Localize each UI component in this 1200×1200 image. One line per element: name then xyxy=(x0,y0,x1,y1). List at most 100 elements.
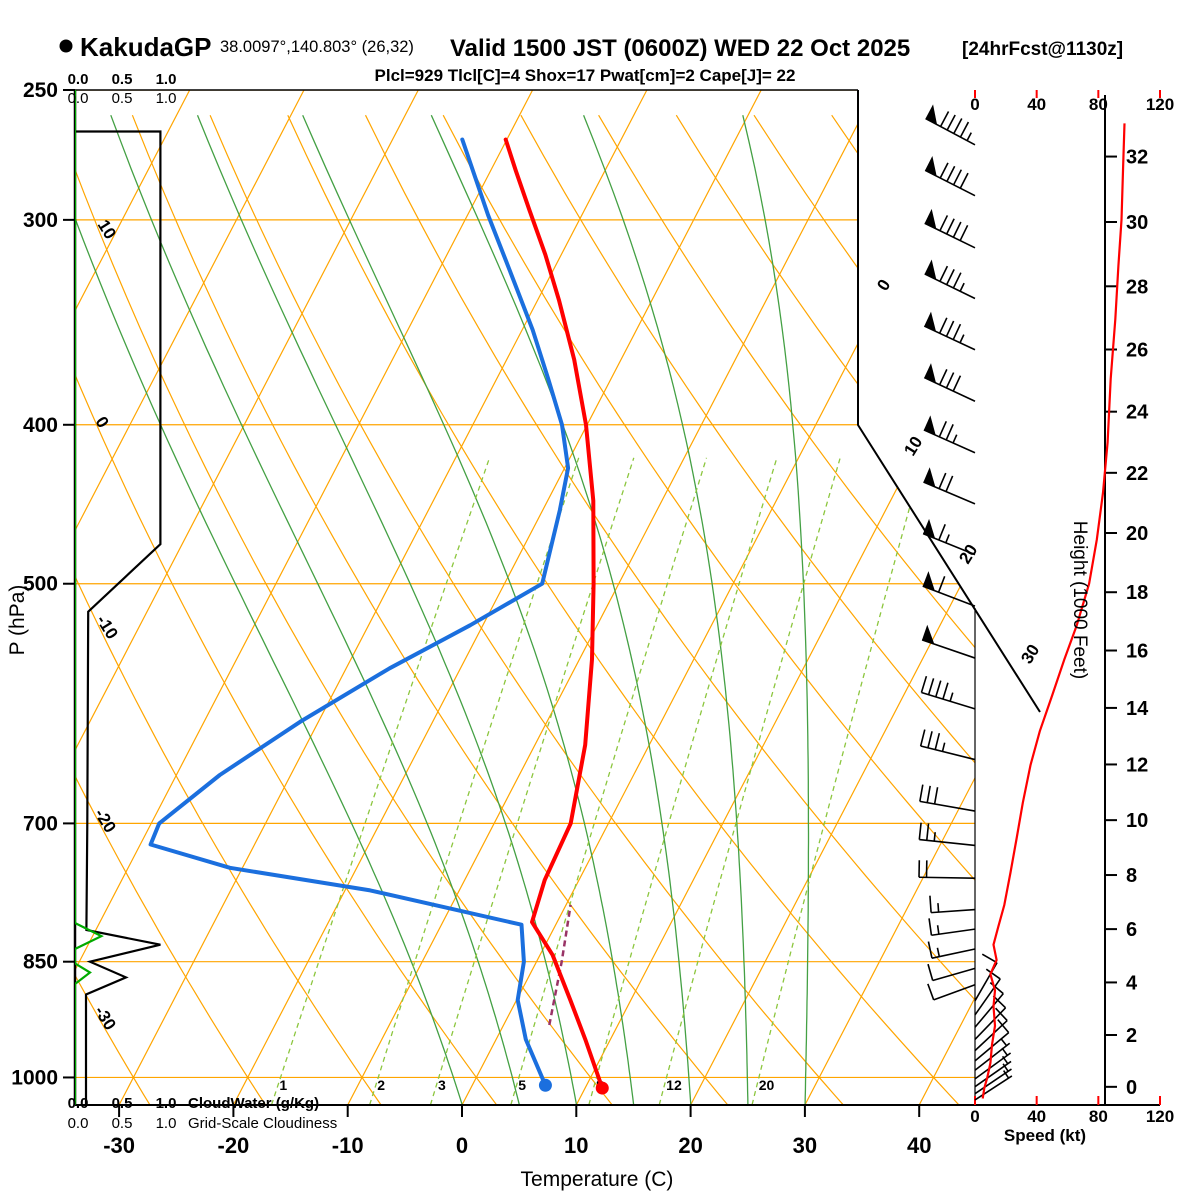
cloudiness-scale-label: 0.5 xyxy=(112,1115,133,1132)
pressure-tick-label: 300 xyxy=(23,209,58,232)
temperature-tick-label: 20 xyxy=(678,1133,702,1158)
isotherm-label: 20 xyxy=(955,541,981,567)
dewpoint-curve xyxy=(148,137,571,1088)
cloudwater-scale-label: 0.5 xyxy=(112,1095,133,1112)
moist-adiabat-line xyxy=(110,114,520,1105)
height-tick-label: 22 xyxy=(1126,463,1148,485)
height-tick-label: 20 xyxy=(1126,523,1148,545)
mixing-ratio-line xyxy=(751,457,925,1105)
dry-adiabat-line xyxy=(75,115,266,1105)
cloudwater-scale-label: 0.0 xyxy=(68,71,89,88)
pressure-tick-label: 700 xyxy=(23,812,58,835)
dry-adiabat-line xyxy=(598,114,975,1105)
dry-adiabat-label: -10 xyxy=(93,612,122,643)
moist-adiabat-line xyxy=(75,114,463,1105)
dry-adiabat-label: 0 xyxy=(91,413,112,431)
temperature-tick-label: 10 xyxy=(564,1133,588,1158)
speed-tick-label-top: 40 xyxy=(1027,95,1046,114)
stability-indices: Plcl=929 Tlcl[C]=4 Shox=17 Pwat[cm]=2 Ca… xyxy=(375,66,796,85)
cloudiness-scale-label: 1.0 xyxy=(156,1115,177,1132)
moist-adiabat-line xyxy=(582,114,749,1105)
valid-time: Valid 1500 JST (0600Z) WED 22 Oct 2025 xyxy=(450,35,910,62)
isotherm-label: 10 xyxy=(900,433,926,459)
isotherm-line xyxy=(690,90,975,1105)
height-tick-label: 4 xyxy=(1126,972,1138,994)
dry-adiabat-line xyxy=(442,114,975,1105)
mixing-ratio-label: 12 xyxy=(666,1077,682,1093)
speed-tick-label-bottom: 0 xyxy=(970,1107,979,1126)
speed-tick-label-top: 0 xyxy=(970,95,979,114)
isotherm-line xyxy=(575,90,975,1105)
chart-body: 100-10-20-300102030123581220250300400500… xyxy=(11,71,1174,1158)
temperature-tick-label: 40 xyxy=(907,1133,931,1158)
mixing-ratio-line xyxy=(369,457,580,1105)
plot-border xyxy=(73,89,1160,1106)
isotherm-line xyxy=(804,90,975,1105)
forecast-tag: [24hrFcst@1130z] xyxy=(962,39,1123,60)
dry-adiabat-line xyxy=(831,114,975,1105)
isotherm-line xyxy=(75,90,534,1105)
height-tick-label: 14 xyxy=(1126,698,1149,720)
dry-adiabat-label: -20 xyxy=(91,805,120,836)
mixing-ratio-line xyxy=(588,457,778,1105)
cloud-water-curve xyxy=(75,90,104,1105)
wind-barbs xyxy=(918,104,1013,1101)
speed-tick-label-bottom: 40 xyxy=(1027,1107,1046,1126)
cloudwater-scale-label: 1.0 xyxy=(156,71,177,88)
isotherm-line xyxy=(75,90,419,1105)
dry-adiabat-line xyxy=(520,114,975,1105)
height-tick-label: 18 xyxy=(1126,582,1148,604)
dry-adiabat-line xyxy=(287,114,960,1105)
station-name: KakudaGP xyxy=(80,32,212,62)
dry-adiabat-line xyxy=(131,114,729,1105)
axis-titles: Temperature (C) P (hPa) Height (1000 Fee… xyxy=(6,521,1090,1191)
mixing-ratio-label: 1 xyxy=(279,1077,287,1093)
cloudiness-scale-label: 1.0 xyxy=(156,90,177,107)
height-tick-label: 6 xyxy=(1126,919,1137,941)
mixing-ratio-label: 5 xyxy=(518,1077,526,1093)
height-axis-title: Height (1000 Feet) xyxy=(1069,521,1090,679)
height-tick-label: 10 xyxy=(1126,810,1148,832)
dry-adiabat-line xyxy=(75,114,613,1105)
dry-adiabat-line xyxy=(364,114,975,1105)
surface-temperature-dot xyxy=(595,1081,609,1095)
dry-adiabat-line xyxy=(75,115,497,1105)
wind-speed-profile xyxy=(981,123,1126,1099)
cloudwater-scale-label: 0.0 xyxy=(68,1095,89,1112)
moist-adiabat-line xyxy=(302,114,635,1105)
height-tick-label: 30 xyxy=(1126,212,1148,234)
temperature-tick-label: 30 xyxy=(793,1133,817,1158)
isotherm-line xyxy=(918,90,975,1105)
height-tick-label: 32 xyxy=(1126,147,1148,169)
height-tick-label: 0 xyxy=(1126,1077,1137,1099)
speed-tick-label-bottom: 80 xyxy=(1089,1107,1108,1126)
temperature-axis-title: Temperature (C) xyxy=(521,1168,674,1191)
surface-dewpoint-dot xyxy=(538,1078,552,1092)
isotherm-label: 0 xyxy=(873,276,894,294)
height-tick-label: 12 xyxy=(1126,754,1148,776)
isotherm-line xyxy=(75,90,305,1105)
cloudwater-scale-label: 1.0 xyxy=(156,1095,177,1112)
moist-adiabat-line xyxy=(196,114,578,1105)
pressure-tick-label: 1000 xyxy=(11,1066,58,1089)
dry-adiabat-line xyxy=(753,114,975,1105)
isotherm-line xyxy=(118,90,648,1105)
cloudiness-legend-label: Grid-Scale Cloudiness xyxy=(188,1115,337,1132)
cloudwater-legend-label: CloudWater (g/Kg) xyxy=(188,1095,319,1112)
temperature-curve xyxy=(503,137,605,1091)
pressure-tick-label: 250 xyxy=(23,79,58,102)
cloudiness-scale-label: 0.0 xyxy=(68,90,89,107)
chart-header: KakudaGP 38.0097°,140.803° (26,32) Valid… xyxy=(59,32,1123,85)
pressure-tick-label: 850 xyxy=(23,951,58,974)
temperature-tick-label: -10 xyxy=(332,1133,364,1158)
isotherm-label: 30 xyxy=(1017,641,1043,667)
cloudwater-scale-label: 0.5 xyxy=(112,71,133,88)
cloudiness-scale-label: 0.0 xyxy=(68,1115,89,1132)
dry-adiabat-label: -30 xyxy=(91,1003,120,1034)
temperature-tick-label: -30 xyxy=(103,1133,135,1158)
height-tick-label: 8 xyxy=(1126,865,1137,887)
height-tick-label: 28 xyxy=(1126,276,1148,298)
